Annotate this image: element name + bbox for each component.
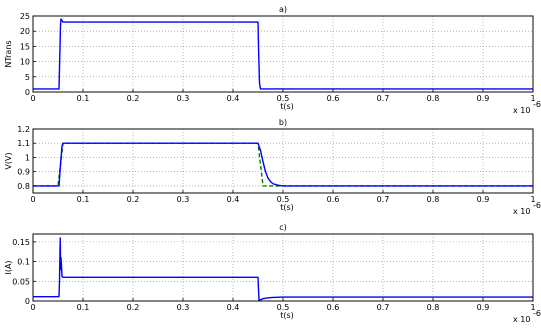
y-axis-label: V(V) [4, 152, 13, 169]
x-exponent-power: -6 [533, 201, 541, 210]
x-exponent-power: -6 [533, 100, 541, 109]
x-tick-label: 0.1 [77, 303, 90, 312]
y-tick-label: 15 [20, 42, 30, 51]
y-axis-label: I(A) [4, 260, 13, 274]
plot-frame [32, 128, 534, 194]
x-tick-label: 0.9 [477, 94, 490, 103]
x-tick-label: 0.8 [427, 195, 440, 204]
x-tick-label: 1 [530, 94, 535, 103]
x-tick-label: 0.4 [227, 303, 240, 312]
y-tick-label: 1.2 [17, 125, 30, 134]
series-line-1 [33, 237, 533, 301]
series-line-2 [33, 142, 533, 187]
y-tick-label: 5 [25, 73, 30, 82]
chart-title: a) [279, 5, 287, 14]
x-tick-label: 0.2 [127, 94, 140, 103]
plot-frame [32, 233, 534, 302]
y-tick-label: 0.05 [12, 277, 30, 286]
chart-panel-3: 0 0.1 0.2 0.3 0.4 0.5 0.6 0.7 0.8 0.9 1 0 0.05 0.1 0.1… [4, 223, 541, 324]
x-tick-label: 0.1 [77, 195, 90, 204]
x-tick-label: 0.8 [427, 303, 440, 312]
x-tick-label: 0.9 [477, 195, 490, 204]
x-exponent-label: x 10 [513, 106, 530, 115]
x-tick-label: 0.3 [177, 303, 190, 312]
chart-panel-1: 0 0.1 0.2 0.3 0.4 0.5 0.6 0.7 0.8 0.9 10510152025a… [4, 5, 541, 115]
x-exponent-power: -6 [533, 309, 541, 318]
series-line-1 [33, 18, 533, 90]
y-tick-label: 0.15 [12, 238, 30, 247]
x-tick-label: 0.2 [127, 303, 140, 312]
y-axis-label: NTrans [4, 40, 13, 67]
y-tick-label: 25 [20, 12, 30, 21]
x-tick-label: 0.7 [377, 94, 390, 103]
x-tick-label: 0.3 [177, 195, 190, 204]
x-tick-label: 0.6 [327, 303, 340, 312]
y-tick-label: 0 [25, 297, 30, 306]
x-axis-label: t(s) [280, 102, 294, 111]
x-tick-label: 0.1 [77, 94, 90, 103]
chart-panel-2: 0 0.1 0.2 0.3 0.4 0.5 0.6 0.7 0.8 0.9 1 0.8 0.9 1 1.1 1… [4, 118, 541, 216]
x-exponent-label: x 10 [513, 315, 530, 324]
y-tick-label: 0 [25, 88, 30, 97]
x-tick-label: 0.5 [277, 303, 290, 312]
x-tick-label: 0.3 [177, 94, 190, 103]
x-tick-label: 0.6 [327, 94, 340, 103]
x-axis-label: t(s) [280, 311, 294, 320]
x-tick-label: 0 [30, 195, 35, 204]
x-tick-label: 0 [30, 303, 35, 312]
chart-title: b) [279, 118, 287, 127]
x-tick-label: 0 [30, 94, 35, 103]
x-tick-label: 0.8 [427, 94, 440, 103]
plot-frame [32, 15, 534, 93]
plot-area [32, 15, 534, 93]
x-tick-label: 0.4 [227, 195, 240, 204]
chart-title: c) [279, 223, 287, 232]
x-tick-label: 0.6 [327, 195, 340, 204]
y-tick-label: 0.8 [17, 182, 30, 191]
x-exponent-label: x 10 [513, 207, 530, 216]
y-tick-label: 10 [20, 58, 30, 67]
x-tick-label: 0.7 [377, 303, 390, 312]
y-tick-label: 20 [20, 27, 30, 36]
x-tick-label: 0.7 [377, 195, 390, 204]
y-tick-label: 1 [25, 153, 30, 162]
y-tick-label: 0.9 [17, 168, 30, 177]
x-tick-label: 1 [530, 195, 535, 204]
y-tick-label: 0.1 [17, 258, 30, 267]
x-tick-label: 0.9 [477, 303, 490, 312]
x-axis-label: t(s) [280, 203, 294, 212]
x-tick-label: 0.5 [277, 195, 290, 204]
x-tick-label: 0.5 [277, 94, 290, 103]
y-tick-label: 1.1 [17, 139, 30, 148]
x-tick-label: 1 [530, 303, 535, 312]
x-tick-label: 0.2 [127, 195, 140, 204]
x-tick-label: 0.4 [227, 94, 240, 103]
